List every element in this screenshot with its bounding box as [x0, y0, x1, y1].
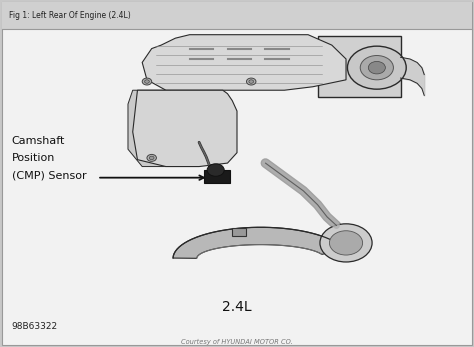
Text: 98B63322: 98B63322: [12, 322, 58, 331]
Text: Courtesy of HYUNDAI MOTOR CO.: Courtesy of HYUNDAI MOTOR CO.: [181, 339, 293, 345]
Circle shape: [320, 224, 372, 262]
Text: Position: Position: [12, 153, 55, 163]
Circle shape: [207, 164, 224, 176]
Bar: [318, 36, 401, 97]
Circle shape: [246, 78, 256, 85]
Circle shape: [360, 56, 393, 80]
Circle shape: [329, 231, 363, 255]
Polygon shape: [173, 227, 345, 258]
Polygon shape: [133, 90, 237, 167]
Text: 2.4L: 2.4L: [222, 300, 252, 314]
Bar: [232, 228, 246, 236]
Text: Camshaft: Camshaft: [12, 136, 65, 145]
Circle shape: [149, 156, 154, 160]
Text: Fig 1: Left Rear Of Engine (2.4L): Fig 1: Left Rear Of Engine (2.4L): [9, 11, 130, 20]
Text: (CMP) Sensor: (CMP) Sensor: [12, 170, 86, 180]
Circle shape: [145, 80, 149, 83]
Bar: [2, 2, 472, 29]
Circle shape: [142, 78, 152, 85]
Circle shape: [368, 61, 385, 74]
Polygon shape: [142, 35, 346, 90]
Circle shape: [249, 80, 254, 83]
Bar: [204, 170, 230, 183]
Polygon shape: [128, 90, 175, 167]
Circle shape: [147, 154, 156, 161]
Circle shape: [347, 46, 406, 89]
